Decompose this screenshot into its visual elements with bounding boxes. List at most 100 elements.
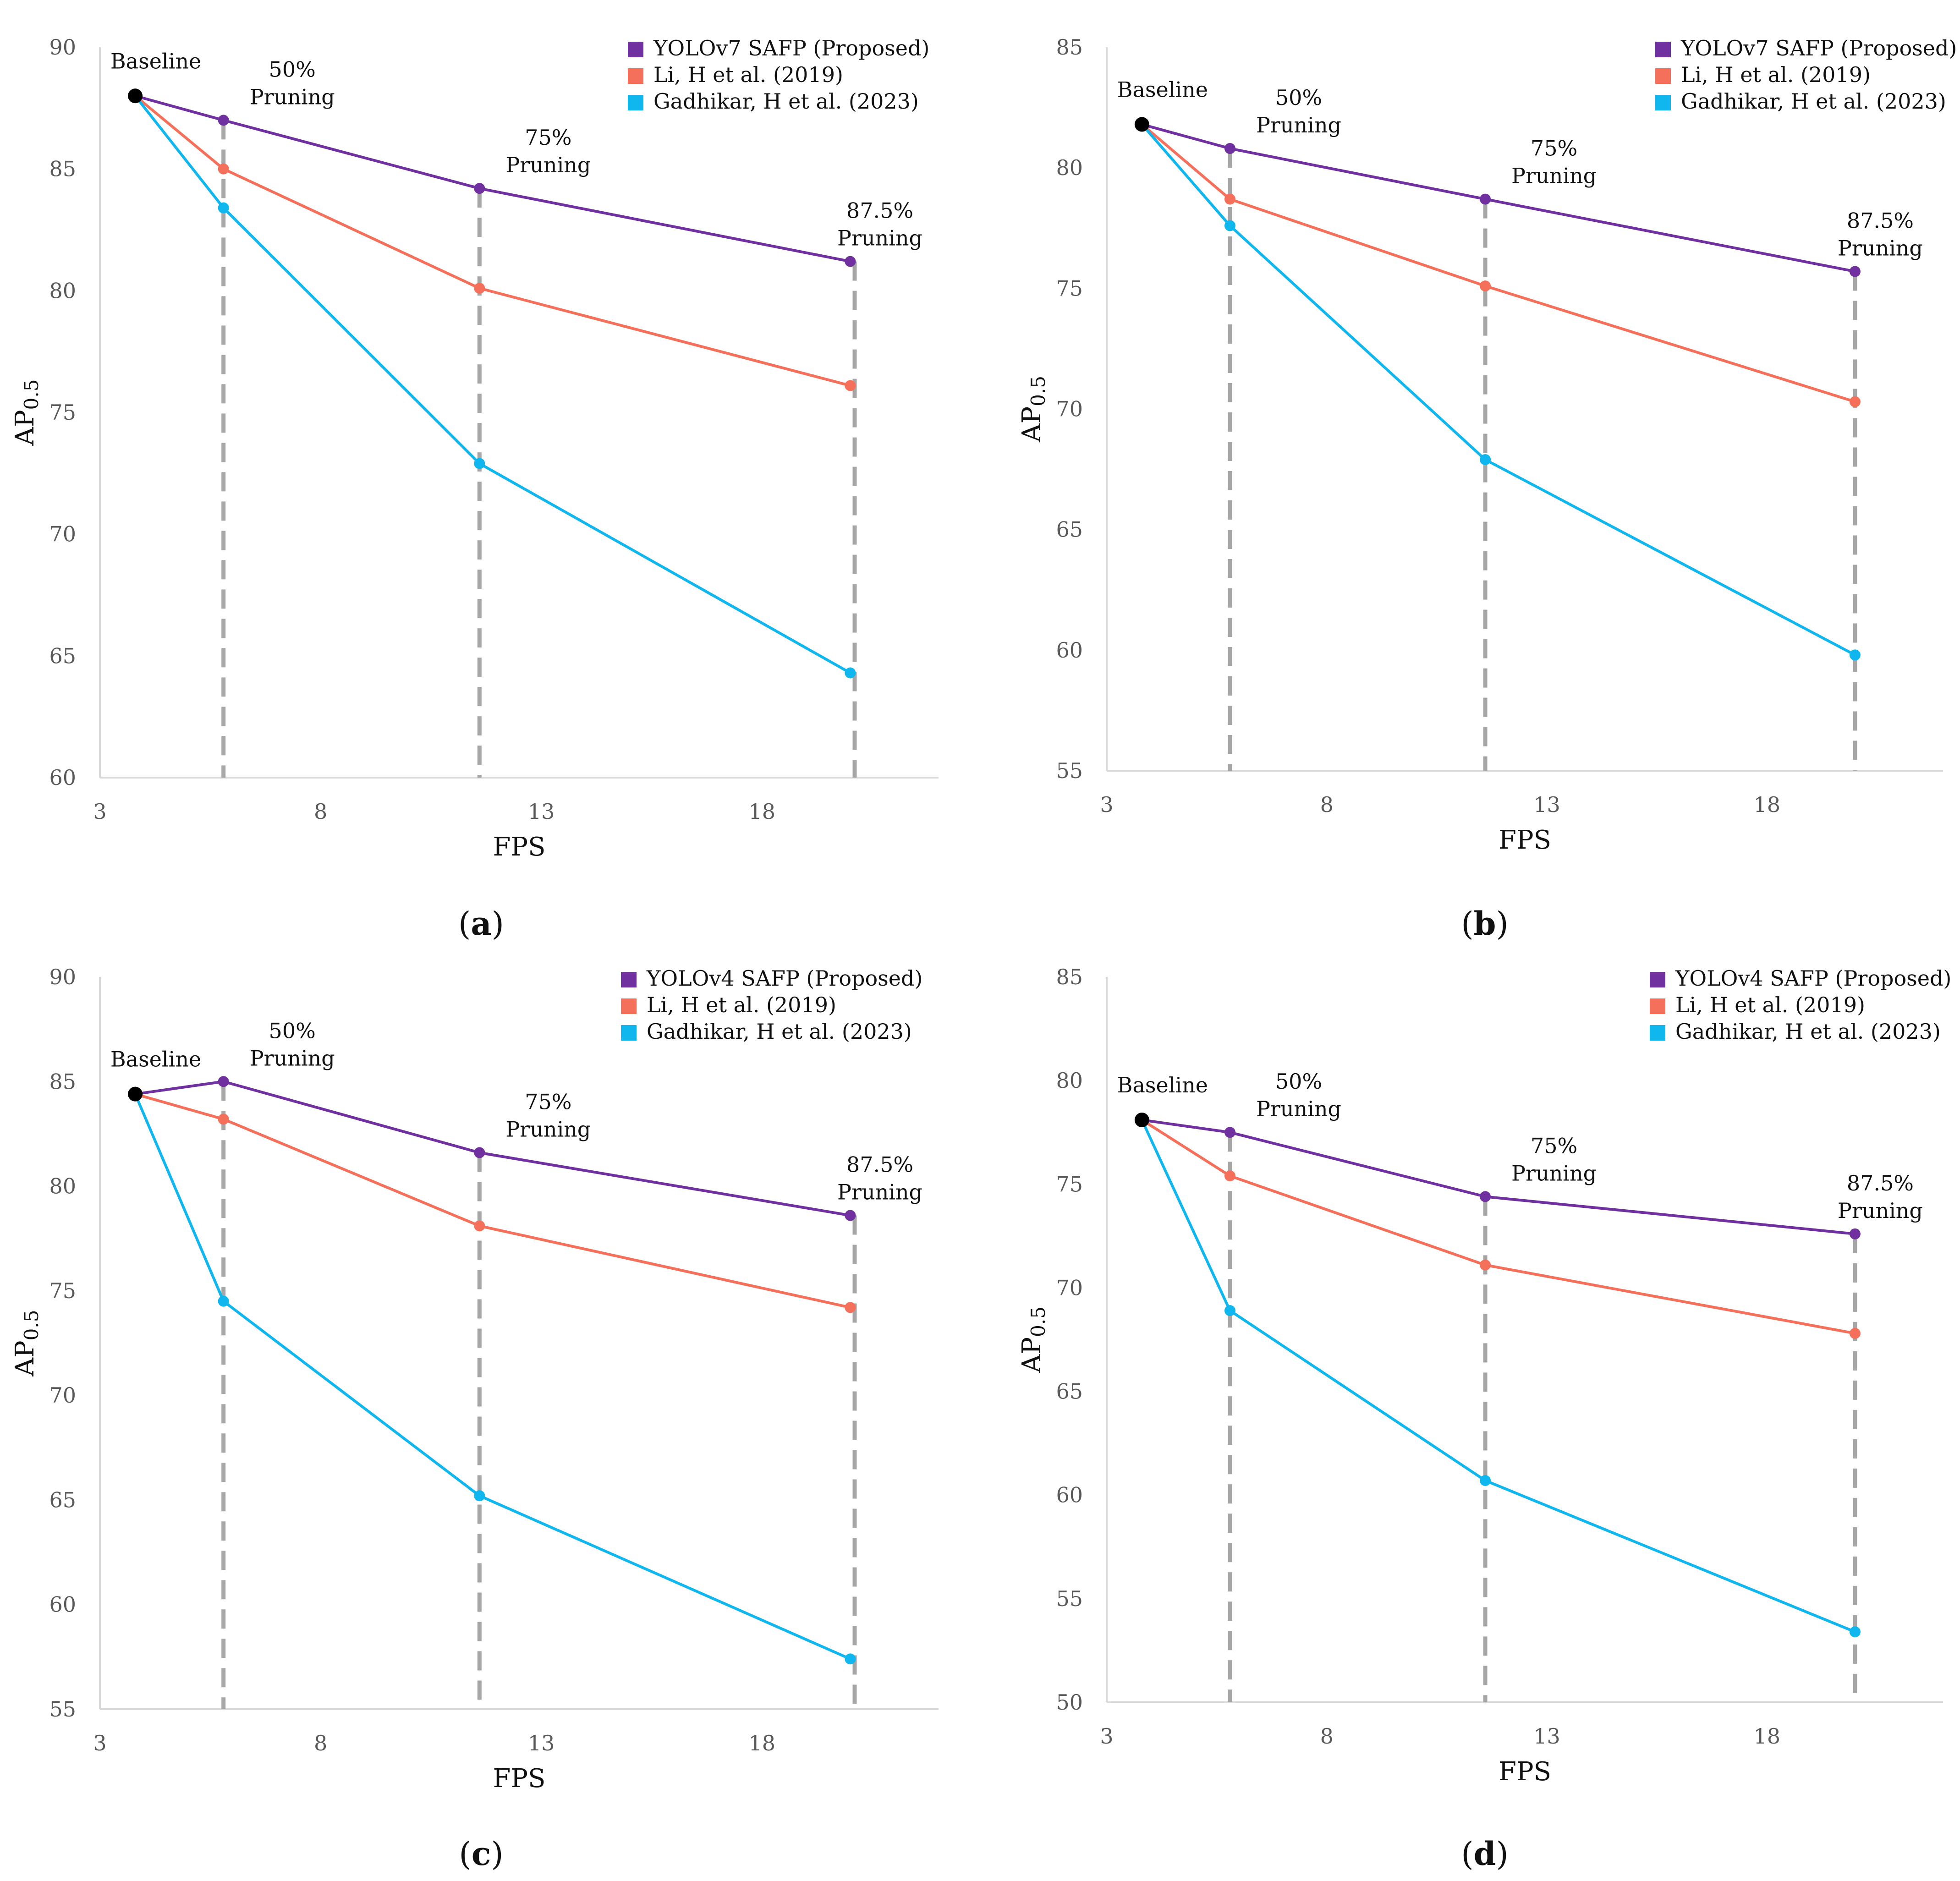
x-axis-label: FPS — [1499, 1757, 1551, 1787]
series-line-proposed — [135, 1080, 851, 1217]
legend-label: YOLOv7 SAFP (Proposed) — [1680, 36, 1957, 60]
x-tick-label: 8 — [1320, 1724, 1334, 1749]
legend-label: Gadhikar, H et al. (2023) — [1675, 1019, 1941, 1044]
pruning-annotation-percent: 50% — [1275, 85, 1322, 110]
data-point-li — [1849, 1327, 1861, 1339]
data-point-proposed — [1849, 266, 1861, 277]
y-tick-label: 60 — [49, 1592, 76, 1617]
y-tick-label: 70 — [49, 522, 76, 547]
pruning-annotation-percent: 50% — [1275, 1069, 1322, 1094]
x-axis-label: FPS — [493, 1764, 546, 1793]
baseline-point — [1134, 117, 1149, 132]
series-line-proposed — [1142, 1119, 1856, 1235]
data-point-proposed — [218, 115, 229, 126]
legend-label: Gadhikar, H et al. (2023) — [647, 1019, 912, 1044]
y-tick-label: 85 — [1056, 965, 1083, 989]
y-axis-label: AP0.5 — [10, 1310, 43, 1377]
legend-swatch-li — [1655, 68, 1671, 84]
y-tick-label: 80 — [1056, 1068, 1083, 1093]
series-line-li — [1141, 1119, 1856, 1335]
y-tick-label: 65 — [1056, 517, 1083, 542]
y-tick-label: 80 — [1056, 155, 1083, 180]
series-line-li — [1141, 123, 1856, 403]
y-tick-label: 75 — [49, 400, 76, 425]
legend-label: Li, H et al. (2019) — [647, 993, 836, 1017]
data-point-li — [1480, 280, 1491, 292]
data-point-li — [1224, 1170, 1235, 1182]
x-tick-label: 3 — [1100, 1724, 1113, 1749]
data-point-proposed — [474, 183, 485, 194]
series-line-proposed — [1142, 123, 1856, 273]
data-point-gadhikar — [218, 202, 229, 214]
y-tick-label: 85 — [1056, 35, 1083, 60]
data-point-gadhikar — [218, 1295, 229, 1307]
pruning-annotation-percent: 87.5% — [846, 198, 913, 223]
pruning-annotation-percent: 50% — [269, 1018, 316, 1043]
x-tick-label: 13 — [528, 799, 555, 824]
y-tick-label: 55 — [1056, 758, 1083, 783]
x-axis-label: FPS — [493, 832, 546, 862]
x-tick-label: 3 — [93, 1731, 106, 1755]
data-point-proposed — [474, 1147, 485, 1158]
data-point-li — [845, 380, 856, 391]
baseline-label: Baseline — [110, 49, 201, 73]
data-point-proposed — [1480, 193, 1491, 205]
data-point-proposed — [845, 256, 856, 267]
legend-swatch-gadhikar — [621, 1025, 637, 1041]
pruning-annotation-text: Pruning — [250, 84, 335, 109]
y-tick-label: 75 — [49, 1278, 76, 1303]
data-point-li — [1224, 193, 1235, 205]
y-tick-label: 70 — [1056, 1275, 1083, 1300]
x-tick-label: 8 — [314, 799, 327, 824]
pruning-annotation-text: Pruning — [837, 1179, 922, 1204]
y-tick-label: 75 — [1056, 1172, 1083, 1196]
x-tick-label: 18 — [1754, 792, 1781, 817]
y-tick-label: 65 — [49, 643, 76, 668]
series-line-gadhikar — [1141, 123, 1856, 657]
pruning-annotation-percent: 75% — [525, 125, 571, 150]
data-point-proposed — [1224, 143, 1235, 154]
legend-label: YOLOv7 SAFP (Proposed) — [653, 36, 929, 60]
legend-swatch-gadhikar — [1655, 95, 1671, 110]
data-point-li — [474, 283, 485, 294]
data-point-gadhikar — [1480, 1475, 1491, 1486]
pruning-annotation-text: Pruning — [250, 1046, 335, 1070]
series-line-li — [135, 1092, 851, 1309]
legend-label: YOLOv4 SAFP (Proposed) — [1675, 966, 1951, 991]
y-tick-label: 60 — [1056, 638, 1083, 663]
y-tick-label: 60 — [1056, 1483, 1083, 1508]
y-tick-label: 90 — [49, 35, 76, 60]
y-tick-label: 65 — [49, 1487, 76, 1512]
data-point-gadhikar — [1849, 1626, 1861, 1638]
pruning-annotation-percent: 87.5% — [846, 1152, 913, 1177]
baseline-label: Baseline — [1117, 77, 1208, 102]
legend-label: Li, H et al. (2019) — [653, 62, 843, 87]
data-point-li — [218, 1113, 229, 1125]
pruning-annotation-text: Pruning — [1511, 1161, 1597, 1185]
data-point-li — [845, 1302, 856, 1313]
x-axis-label: FPS — [1499, 825, 1551, 855]
legend-swatch-proposed — [1650, 972, 1665, 987]
chart-panel-d: 50 55 60 65 70 75 80 85 3 8 13 18 FPS AP0.5 Baseline 50… — [1017, 965, 1951, 1873]
legend-label: Gadhikar, H et al. (2023) — [1681, 89, 1946, 114]
legend-swatch-proposed — [621, 972, 637, 987]
series-line-gadhikar — [134, 1093, 851, 1661]
panel-label: (c) — [459, 1835, 503, 1873]
panel-label: (b) — [1461, 905, 1509, 943]
legend-swatch-gadhikar — [628, 95, 643, 110]
series-line-gadhikar — [134, 95, 851, 675]
pruning-annotation-text: Pruning — [1838, 236, 1923, 260]
pruning-annotation-text: Pruning — [1511, 164, 1597, 188]
data-point-gadhikar — [845, 1653, 856, 1665]
baseline-point — [1134, 1113, 1149, 1128]
y-tick-label: 55 — [49, 1697, 76, 1722]
data-point-li — [1480, 1259, 1491, 1271]
legend-swatch-proposed — [1655, 42, 1671, 57]
chart-panel-c: 55 60 65 70 75 80 85 90 3 8 13 18 FPS AP0.5 Baseline 50… — [10, 965, 939, 1873]
data-point-li — [1849, 396, 1861, 407]
panel-label: (a) — [458, 905, 504, 943]
legend-swatch-li — [1650, 998, 1665, 1014]
x-tick-label: 3 — [93, 799, 106, 824]
